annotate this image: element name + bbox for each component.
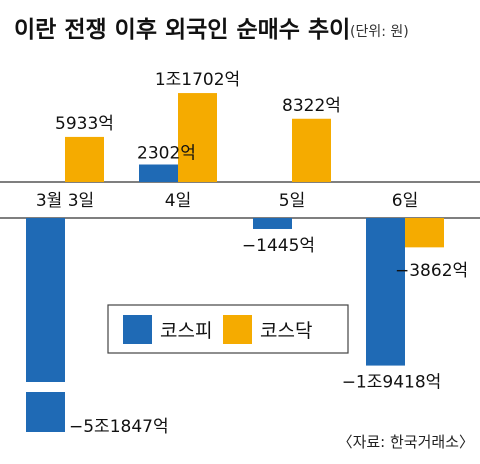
legend-label-kospi: 코스피 bbox=[160, 320, 212, 342]
category-label: 6일 bbox=[392, 191, 418, 211]
value-labels: −5조1847억 2302억 −1445억 −1조9418억 5933억 1조1702억 8… bbox=[55, 70, 468, 437]
source-note: 〈자료: 한국거래소〉 bbox=[338, 433, 474, 451]
unit-note: (단위: 원) bbox=[350, 24, 409, 40]
value-label: −1445억 bbox=[242, 236, 315, 256]
bars bbox=[25, 93, 444, 432]
bar-kospi-1 bbox=[139, 164, 178, 182]
value-label: 5933억 bbox=[55, 114, 114, 134]
value-label: 2302억 bbox=[137, 144, 196, 164]
value-label: −3862억 bbox=[395, 261, 468, 281]
value-label: −5조1847억 bbox=[69, 417, 169, 437]
category-label: 5일 bbox=[279, 191, 305, 211]
legend: 코스피 코스닥 bbox=[107, 304, 349, 354]
bar-kosdaq-2 bbox=[292, 118, 331, 182]
category-label: 4일 bbox=[165, 191, 191, 211]
value-label: 8322억 bbox=[282, 96, 341, 116]
category-labels: 3월 3일 4일 5일 6일 bbox=[36, 191, 418, 211]
bar-kospi-3 bbox=[366, 218, 405, 366]
value-label: 1조1702억 bbox=[155, 70, 240, 90]
bar-kospi-0 bbox=[26, 218, 65, 432]
bar-kospi-2 bbox=[253, 218, 292, 229]
legend-swatch-kospi bbox=[123, 315, 152, 344]
category-label: 3월 3일 bbox=[36, 191, 94, 211]
bar-kosdaq-3 bbox=[405, 218, 444, 248]
chart-title: 이란 전쟁 이후 외국인 순매수 추이 bbox=[14, 17, 350, 43]
axis-break-gap bbox=[25, 382, 66, 392]
bar-kosdaq-1 bbox=[178, 93, 217, 182]
value-label: −1조9418억 bbox=[342, 373, 442, 393]
legend-label-kosdaq: 코스닥 bbox=[260, 320, 312, 342]
bar-kosdaq-0 bbox=[65, 136, 104, 182]
legend-swatch-kosdaq bbox=[223, 315, 252, 344]
